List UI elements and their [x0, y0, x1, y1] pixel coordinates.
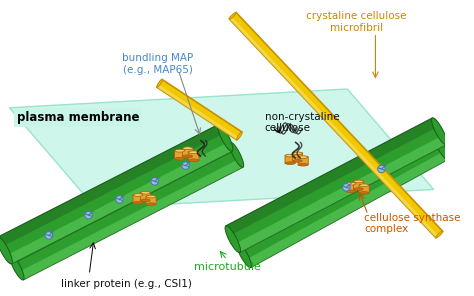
FancyBboxPatch shape: [354, 181, 364, 189]
Polygon shape: [0, 124, 223, 247]
Ellipse shape: [431, 118, 447, 145]
Ellipse shape: [189, 151, 199, 154]
Ellipse shape: [175, 149, 185, 152]
FancyBboxPatch shape: [146, 196, 156, 205]
Ellipse shape: [183, 147, 192, 150]
Ellipse shape: [146, 203, 155, 205]
Ellipse shape: [10, 255, 24, 280]
Ellipse shape: [293, 160, 302, 162]
Ellipse shape: [436, 231, 443, 238]
Polygon shape: [7, 142, 232, 264]
Circle shape: [85, 211, 92, 219]
FancyBboxPatch shape: [298, 157, 308, 165]
Text: bundling MAP
(e.g., MAP65): bundling MAP (e.g., MAP65): [122, 53, 193, 75]
Polygon shape: [237, 135, 439, 251]
Ellipse shape: [0, 237, 12, 264]
Ellipse shape: [189, 159, 199, 162]
Ellipse shape: [146, 195, 155, 198]
Polygon shape: [226, 118, 437, 235]
FancyBboxPatch shape: [359, 185, 369, 193]
Ellipse shape: [293, 152, 302, 155]
Ellipse shape: [141, 192, 150, 194]
Polygon shape: [235, 136, 446, 252]
Circle shape: [151, 178, 158, 185]
Polygon shape: [10, 142, 243, 280]
Circle shape: [45, 232, 53, 239]
Ellipse shape: [157, 79, 162, 87]
Ellipse shape: [225, 226, 240, 252]
Polygon shape: [226, 118, 446, 252]
FancyBboxPatch shape: [292, 153, 303, 161]
Text: plasma membrane: plasma membrane: [17, 111, 139, 124]
FancyBboxPatch shape: [182, 148, 193, 157]
Ellipse shape: [237, 132, 242, 140]
Ellipse shape: [229, 12, 236, 19]
FancyBboxPatch shape: [285, 155, 295, 164]
Ellipse shape: [359, 184, 369, 186]
Ellipse shape: [133, 194, 143, 196]
Ellipse shape: [141, 199, 150, 202]
Text: linker protein (e.g., CSI1): linker protein (e.g., CSI1): [61, 279, 192, 289]
Polygon shape: [237, 135, 448, 268]
Text: crystaline cellulose
microfibril: crystaline cellulose microfibril: [306, 11, 407, 33]
Ellipse shape: [237, 243, 252, 268]
FancyBboxPatch shape: [346, 183, 356, 192]
Polygon shape: [0, 124, 232, 264]
Ellipse shape: [218, 124, 233, 151]
Ellipse shape: [285, 162, 295, 165]
Ellipse shape: [359, 192, 369, 194]
Ellipse shape: [229, 142, 244, 167]
Ellipse shape: [175, 157, 185, 160]
Ellipse shape: [299, 163, 308, 166]
Text: cellulose synthase
complex: cellulose synthase complex: [364, 213, 461, 234]
Polygon shape: [246, 152, 448, 268]
Polygon shape: [229, 17, 438, 238]
FancyBboxPatch shape: [188, 152, 199, 161]
Polygon shape: [10, 142, 235, 263]
Ellipse shape: [299, 156, 308, 158]
Circle shape: [116, 196, 123, 203]
Circle shape: [182, 162, 189, 169]
Ellipse shape: [354, 188, 363, 190]
Circle shape: [378, 165, 385, 173]
Ellipse shape: [346, 190, 356, 193]
FancyBboxPatch shape: [133, 194, 143, 203]
Ellipse shape: [133, 201, 143, 204]
FancyBboxPatch shape: [174, 150, 185, 159]
Ellipse shape: [434, 135, 448, 160]
Ellipse shape: [183, 155, 192, 158]
Ellipse shape: [285, 154, 295, 157]
Polygon shape: [229, 12, 443, 238]
Text: non-crystaline
cellulose: non-crystaline cellulose: [264, 112, 339, 133]
Polygon shape: [157, 79, 242, 140]
Polygon shape: [19, 159, 243, 280]
Circle shape: [343, 184, 350, 191]
Polygon shape: [157, 85, 238, 140]
Ellipse shape: [346, 182, 356, 185]
Ellipse shape: [354, 180, 363, 183]
Polygon shape: [9, 89, 434, 208]
FancyBboxPatch shape: [140, 192, 151, 201]
Text: microtubule: microtubule: [194, 262, 261, 272]
